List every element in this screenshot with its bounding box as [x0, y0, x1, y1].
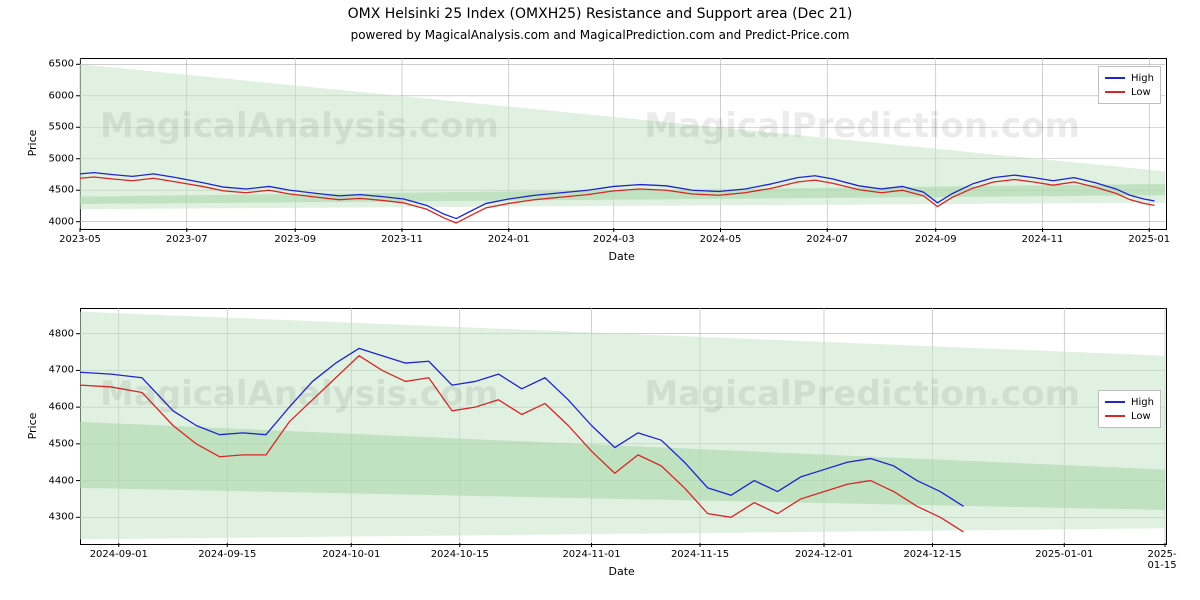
x-tick-label: 2024-10-15: [431, 549, 489, 560]
legend-swatch: [1105, 91, 1125, 93]
top-chart-area: [80, 58, 1167, 230]
legend-swatch: [1105, 77, 1125, 79]
y-tick-label: 5500: [38, 122, 74, 133]
legend-row: High: [1105, 71, 1154, 85]
x-tick-label: 2024-07: [806, 234, 848, 245]
x-tick-label: 2023-07: [166, 234, 208, 245]
y-tick-label: 6000: [38, 90, 74, 101]
bottom-chart-xlabel: Date: [609, 565, 635, 578]
x-tick-label: 2025-01: [1128, 234, 1170, 245]
top-chart-xlabel: Date: [609, 250, 635, 263]
y-tick-label: 4500: [38, 438, 74, 449]
x-tick-label: 2024-01: [488, 234, 530, 245]
legend-row: Low: [1105, 85, 1154, 99]
x-tick-label: 2024-11-15: [671, 549, 729, 560]
bottom-chart-ylabel: Price: [26, 412, 39, 439]
x-tick-label: 2023-09: [274, 234, 316, 245]
chart-title: OMX Helsinki 25 Index (OMXH25) Resistanc…: [0, 6, 1200, 22]
x-tick-label: 2024-09-01: [90, 549, 148, 560]
legend-label: High: [1131, 73, 1154, 84]
x-tick-label: 2023-05: [59, 234, 101, 245]
legend-swatch: [1105, 415, 1125, 417]
y-tick-label: 4700: [38, 365, 74, 376]
legend-row: High: [1105, 395, 1154, 409]
legend-top: High Low: [1098, 66, 1161, 104]
y-tick-label: 4500: [38, 185, 74, 196]
legend-label: Low: [1131, 87, 1151, 98]
y-tick-label: 6500: [38, 59, 74, 70]
legend-bottom: High Low: [1098, 390, 1161, 428]
x-tick-label: 2024-11: [1022, 234, 1064, 245]
legend-label: High: [1131, 397, 1154, 408]
x-tick-label: 2024-09-15: [198, 549, 256, 560]
x-tick-label: 2024-03: [593, 234, 635, 245]
y-tick-label: 4400: [38, 475, 74, 486]
bottom-chart-area: [80, 308, 1167, 545]
x-tick-label: 2024-09: [915, 234, 957, 245]
legend-swatch: [1105, 401, 1125, 403]
top-chart-ylabel: Price: [26, 130, 39, 157]
x-tick-label: 2025-01-01: [1035, 549, 1093, 560]
y-tick-label: 4600: [38, 402, 74, 413]
legend-label: Low: [1131, 411, 1151, 422]
x-tick-label: 2024-12-15: [903, 549, 961, 560]
y-tick-label: 5000: [38, 153, 74, 164]
x-tick-label: 2024-05: [700, 234, 742, 245]
x-tick-label: 2025-01-15: [1148, 549, 1183, 571]
chart-subtitle: powered by MagicalAnalysis.com and Magic…: [0, 28, 1200, 42]
x-tick-label: 2023-11: [381, 234, 423, 245]
x-tick-label: 2024-10-01: [322, 549, 380, 560]
x-tick-label: 2024-11-01: [562, 549, 620, 560]
y-tick-label: 4300: [38, 512, 74, 523]
y-tick-label: 4000: [38, 216, 74, 227]
legend-row: Low: [1105, 409, 1154, 423]
x-tick-label: 2024-12-01: [795, 549, 853, 560]
y-tick-label: 4800: [38, 328, 74, 339]
